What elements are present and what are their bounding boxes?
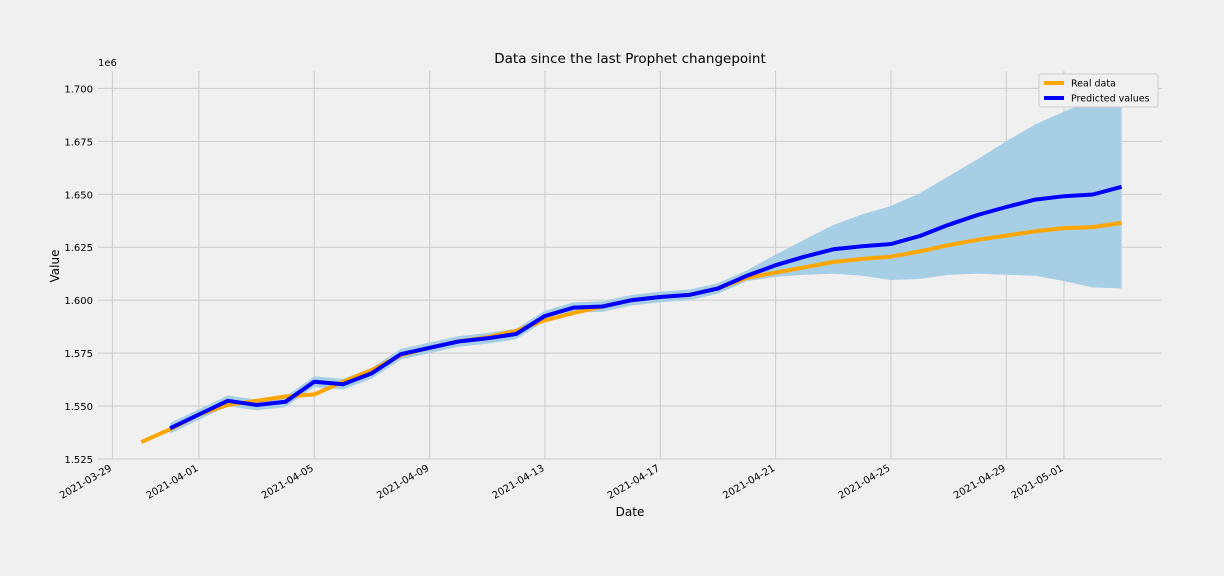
y-tick-label: 1.700 — [64, 84, 93, 95]
x-tick-label: 2021-04-05 — [260, 463, 316, 502]
x-tick-label: 2021-03-29 — [58, 463, 114, 502]
legend-box — [1038, 73, 1159, 108]
y-tick-label: 1.600 — [64, 296, 93, 307]
y-axis-label: Value — [48, 250, 62, 283]
x-tick-label: 2021-04-09 — [375, 463, 431, 502]
chart-title: Data since the last Prophet changepoint — [494, 51, 766, 67]
legend: Real data Predicted values — [1038, 73, 1159, 108]
y-tick-label: 1.650 — [64, 190, 93, 201]
x-tick-label: 2021-04-25 — [837, 463, 893, 502]
series-line-predicted-values — [169, 184, 1123, 431]
x-tick-label: 2021-04-17 — [606, 463, 662, 502]
y-tick-label: 1.675 — [64, 137, 93, 148]
legend-label-predicted-values: Predicted values — [1071, 94, 1150, 105]
y-scale-label: 1e6 — [98, 58, 117, 69]
y-tick-label: 1.625 — [64, 243, 93, 254]
legend-label-real-data: Real data — [1071, 79, 1116, 90]
uncertainty-band — [170, 90, 1122, 434]
x-tick-label: 2021-04-01 — [145, 463, 201, 502]
x-tick-label: 2021-05-01 — [1010, 463, 1066, 502]
y-tick-label: 1.575 — [64, 349, 93, 360]
y-tick-label: 1.525 — [64, 455, 93, 466]
x-tick-label: 2021-04-13 — [491, 463, 547, 502]
x-tick-label: 2021-04-21 — [721, 463, 777, 502]
x-tick-label: 2021-04-29 — [952, 463, 1008, 502]
x-axis-label: Date — [616, 505, 645, 519]
y-tick-label: 1.550 — [64, 402, 93, 413]
